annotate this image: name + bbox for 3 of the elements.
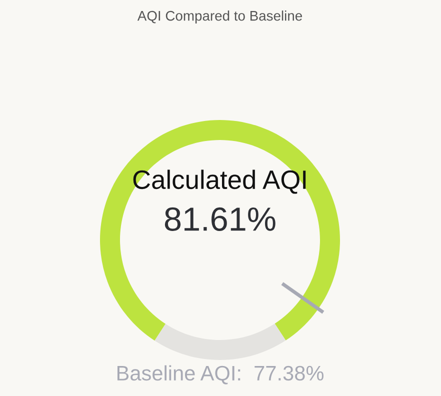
- chart-title: AQI Compared to Baseline: [137, 10, 302, 24]
- text: Baseline AQI: 77.38%: [117, 365, 324, 384]
- data-label: 81.61%: [164, 207, 276, 231]
